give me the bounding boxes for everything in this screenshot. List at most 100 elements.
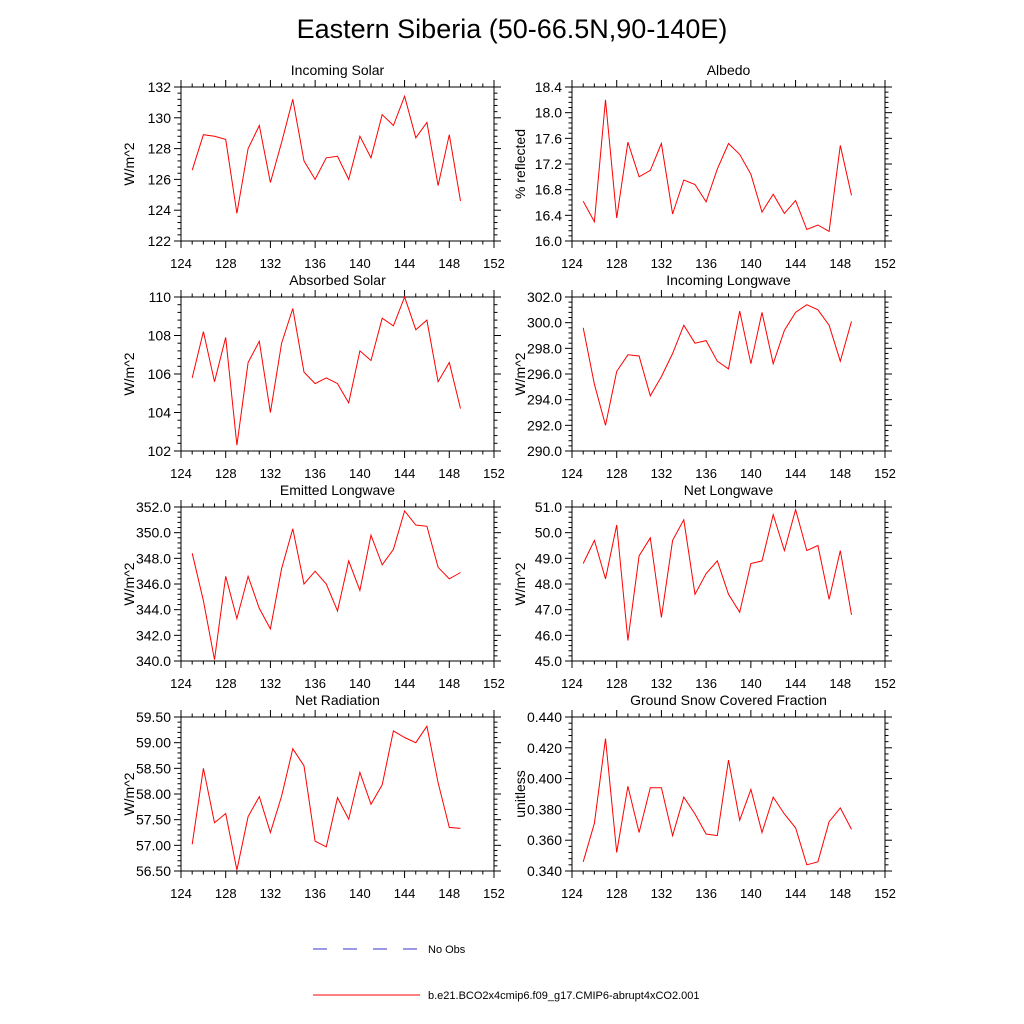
x-tick-label: 144 [394, 886, 416, 901]
y-tick-label: 342.0 [136, 627, 171, 643]
legend-label-model: b.e21.BCO2x4cmip6.f09_g17.CMIP6-abrupt4x… [428, 990, 700, 1002]
plot-frame [571, 506, 886, 662]
y-tick-label: 352.0 [136, 499, 171, 515]
x-tick-label: 152 [874, 676, 896, 691]
chart-title: Incoming Solar [291, 62, 385, 78]
x-tick-label: 140 [740, 886, 762, 901]
y-tick-label: 344.0 [136, 602, 171, 618]
x-tick-label: 140 [740, 676, 762, 691]
x-tick-label: 136 [695, 886, 717, 901]
x-tick-label: 148 [438, 466, 460, 481]
chart-title: Incoming Longwave [666, 272, 791, 288]
x-tick-label: 144 [394, 256, 416, 271]
x-tick-label: 152 [483, 256, 505, 271]
x-tick-label: 152 [874, 466, 896, 481]
y-tick-label: 59.00 [136, 735, 171, 751]
y-tick-label: 58.00 [136, 786, 171, 802]
x-tick-label: 132 [260, 466, 282, 481]
chart-title: Albedo [707, 62, 751, 78]
y-tick-label: 108 [148, 328, 172, 344]
chart-absorbed-solar: Absorbed Solar W/m^2 124 128 132 136 140 144 148… [121, 272, 505, 481]
chart-albedo: Albedo % reflected 124 128 132 136 140 144 148 15… [512, 62, 896, 271]
series-line [191, 509, 461, 660]
chart-title: Ground Snow Covered Fraction [630, 692, 827, 708]
y-tick-label: 50.0 [535, 525, 562, 541]
x-tick-label: 152 [483, 886, 505, 901]
y-axis-label: W/m^2 [121, 562, 137, 605]
series-line [191, 94, 461, 214]
x-tick-label: 140 [349, 886, 371, 901]
chart-title: Net Longwave [684, 482, 774, 498]
series-line [191, 295, 461, 446]
y-tick-label: 0.340 [527, 863, 562, 879]
x-tick-label: 136 [304, 466, 326, 481]
x-tick-label: 132 [651, 886, 673, 901]
x-tick-label: 128 [215, 466, 237, 481]
chart-panels: Incoming Solar W/m^2 124 128 132 136 140 144 148… [121, 62, 896, 901]
y-tick-label: 132 [148, 79, 172, 95]
chart-title: Absorbed Solar [289, 272, 386, 288]
x-tick-label: 148 [438, 256, 460, 271]
plot-frame [180, 86, 495, 242]
y-tick-label: 47.0 [535, 602, 562, 618]
chart-title: Emitted Longwave [280, 482, 395, 498]
y-tick-label: 294.0 [527, 392, 562, 408]
y-tick-label: 17.6 [535, 130, 562, 146]
x-tick-label: 128 [606, 256, 628, 271]
x-tick-label: 140 [349, 466, 371, 481]
x-tick-label: 136 [695, 676, 717, 691]
y-tick-label: 0.380 [527, 801, 562, 817]
y-tick-label: 56.50 [136, 863, 171, 879]
x-tick-label: 128 [606, 466, 628, 481]
y-axis-label: W/m^2 [121, 772, 137, 815]
x-tick-label: 144 [785, 676, 807, 691]
series-line [582, 738, 852, 866]
y-tick-label: 292.0 [527, 417, 562, 433]
y-tick-label: 130 [148, 110, 172, 126]
x-tick-label: 124 [170, 676, 192, 691]
x-tick-label: 128 [215, 256, 237, 271]
y-tick-label: 16.8 [535, 182, 562, 198]
x-tick-label: 132 [260, 676, 282, 691]
plot-frame [571, 716, 886, 872]
x-tick-label: 148 [438, 676, 460, 691]
y-tick-label: 16.0 [535, 233, 562, 249]
y-tick-label: 302.0 [527, 289, 562, 305]
x-tick-label: 124 [561, 676, 583, 691]
x-tick-label: 132 [651, 256, 673, 271]
y-tick-label: 122 [148, 233, 172, 249]
x-tick-label: 136 [304, 886, 326, 901]
legend-label-no-obs: No Obs [428, 944, 466, 956]
x-tick-label: 136 [304, 256, 326, 271]
y-tick-label: 46.0 [535, 627, 562, 643]
y-tick-label: 106 [148, 366, 172, 382]
x-tick-label: 140 [740, 256, 762, 271]
plot-frame [180, 716, 495, 872]
x-tick-label: 128 [215, 886, 237, 901]
x-tick-label: 132 [260, 256, 282, 271]
y-tick-label: 16.4 [535, 207, 562, 223]
y-tick-label: 350.0 [136, 525, 171, 541]
x-tick-label: 148 [829, 676, 851, 691]
y-axis-label: W/m^2 [512, 352, 528, 395]
x-tick-label: 136 [695, 466, 717, 481]
chart-net-radiation: Net Radiation W/m^2 124 128 132 136 140 144 148 1… [121, 692, 505, 901]
x-tick-label: 128 [606, 676, 628, 691]
y-tick-label: 57.50 [136, 812, 171, 828]
x-tick-label: 124 [170, 256, 192, 271]
series-line [582, 304, 852, 426]
x-tick-label: 128 [215, 676, 237, 691]
y-tick-label: 290.0 [527, 443, 562, 459]
x-tick-label: 144 [394, 466, 416, 481]
y-tick-label: 346.0 [136, 576, 171, 592]
x-tick-label: 148 [829, 886, 851, 901]
x-tick-label: 148 [829, 466, 851, 481]
x-tick-label: 140 [349, 676, 371, 691]
x-tick-label: 152 [874, 256, 896, 271]
plot-frame [180, 296, 495, 452]
legend: No Obs b.e21.BCO2x4cmip6.f09_g17.CMIP6-a… [313, 944, 700, 1002]
x-tick-label: 144 [785, 256, 807, 271]
series-line [582, 99, 852, 233]
y-tick-label: 348.0 [136, 550, 171, 566]
